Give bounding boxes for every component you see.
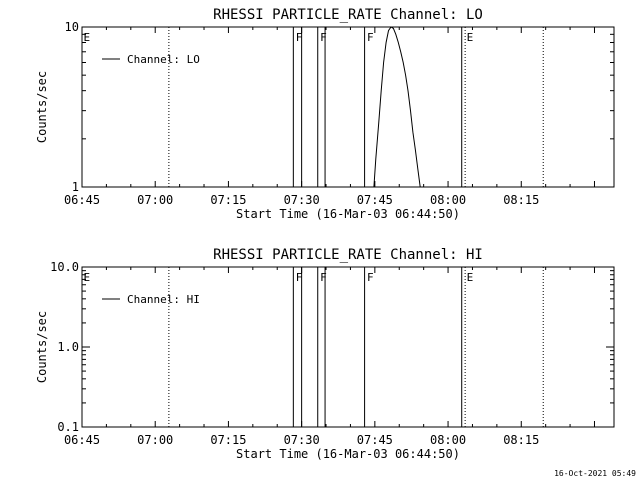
x-tick-label: 07:00 — [137, 433, 173, 447]
x-tick-label: 08:15 — [503, 193, 539, 207]
lo-channel-panel: RHESSI PARTICLE_RATE Channel: LO 06:45 07:… — [35, 7, 615, 221]
legend-label: Channel: HI — [127, 293, 200, 306]
plot-frame — [81, 266, 615, 428]
flag-marker: F — [296, 271, 303, 284]
x-tick-label: 07:00 — [137, 193, 173, 207]
x-tick-label: 07:45 — [357, 433, 393, 447]
chart-title: RHESSI PARTICLE_RATE Channel: HI — [213, 247, 483, 263]
x-tick-label: 07:30 — [284, 193, 320, 207]
series-line — [373, 26, 421, 188]
x-tick-label: 07:15 — [210, 193, 246, 207]
flag-marker: F — [367, 31, 374, 44]
x-tick-label: 06:45 — [64, 433, 100, 447]
chart-title: RHESSI PARTICLE_RATE Channel: LO — [213, 7, 483, 23]
flag-marker: F — [320, 271, 327, 284]
y-tick-label: 10 — [65, 20, 79, 34]
y-tick-label: 1 — [72, 180, 79, 194]
plot-frame — [81, 26, 615, 188]
generation-timestamp: 16-Oct-2021 05:49 — [554, 469, 636, 478]
flag-marker: F — [320, 31, 327, 44]
x-tick-label: 07:15 — [210, 433, 246, 447]
x-tick-label: 08:00 — [430, 193, 466, 207]
x-tick-label: 08:00 — [430, 433, 466, 447]
y-tick-label: 10.0 — [50, 260, 79, 274]
x-tick-label: 06:45 — [64, 193, 100, 207]
legend-label: Channel: LO — [127, 53, 200, 66]
y-axis-label: Counts/sec — [35, 71, 49, 143]
eclipse-marker: E — [467, 271, 474, 284]
eclipse-marker: E — [83, 31, 90, 44]
hi-channel-panel: RHESSI PARTICLE_RATE Channel: HI 06:45 07:… — [35, 247, 615, 461]
y-tick-label: 0.1 — [57, 420, 79, 434]
x-tick-label: 07:30 — [284, 433, 320, 447]
eclipse-marker: E — [467, 31, 474, 44]
x-axis-label: Start Time (16-Mar-03 06:44:50) — [236, 207, 460, 221]
x-tick-label: 08:15 — [503, 433, 539, 447]
y-tick-label: 1.0 — [57, 340, 79, 354]
flag-marker: F — [367, 271, 374, 284]
x-axis-label: Start Time (16-Mar-03 06:44:50) — [236, 447, 460, 461]
y-axis-label: Counts/sec — [35, 311, 49, 383]
eclipse-marker: E — [83, 271, 90, 284]
x-tick-label: 07:45 — [357, 193, 393, 207]
flag-marker: F — [296, 31, 303, 44]
